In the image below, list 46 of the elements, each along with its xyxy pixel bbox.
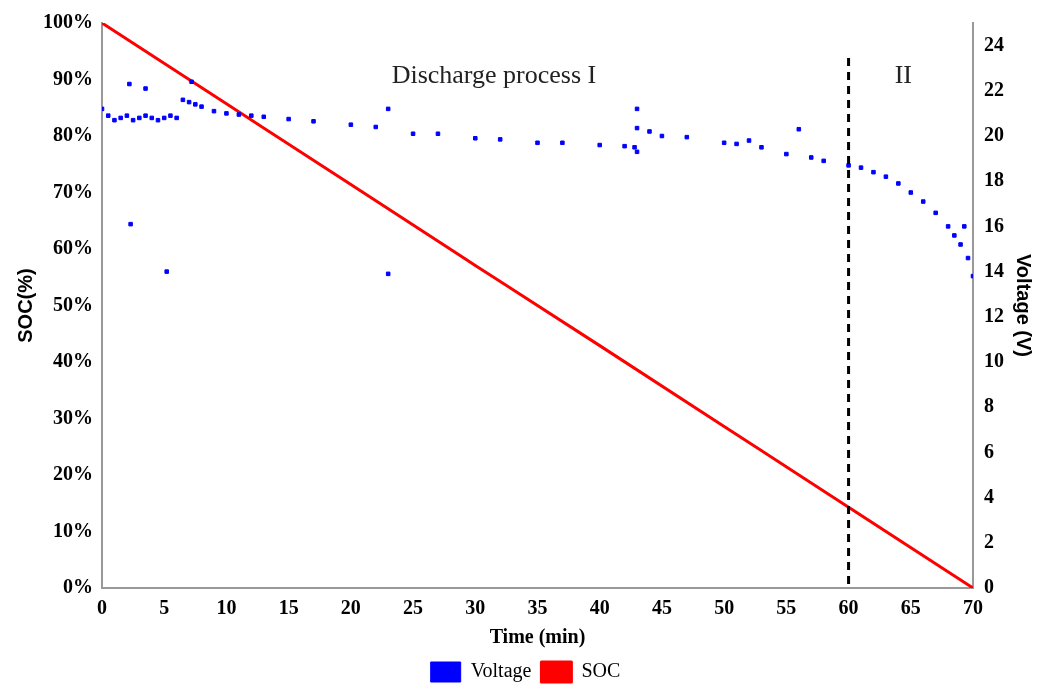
y-tick-label: 30% — [53, 405, 93, 428]
y2-tick-label: 6 — [984, 439, 994, 462]
y-tick-label: 90% — [53, 66, 93, 89]
x-tick-label: 0 — [97, 596, 107, 619]
y2-tick-label: 8 — [984, 394, 994, 417]
x-axis-title: Time (min) — [489, 625, 586, 649]
x-tick-label: 30 — [465, 596, 486, 619]
y2-tick-label: 10 — [984, 349, 1004, 372]
x-tick-label: 20 — [340, 596, 361, 619]
y-tick-label: 70% — [53, 179, 93, 202]
y2-tick-label: 18 — [984, 168, 1004, 191]
x-tick-label: 65 — [900, 596, 921, 619]
x-tick-label: 25 — [403, 596, 424, 619]
x-tick-label: 45 — [651, 596, 672, 619]
x-tick-label: 15 — [278, 596, 299, 619]
y2-tick-label: 22 — [984, 77, 1004, 100]
y2-tick-label: 24 — [984, 32, 1004, 55]
y2-tick-label: 14 — [984, 258, 1004, 281]
y2-tick-label: 12 — [984, 303, 1004, 326]
y2-tick-label: 4 — [984, 484, 994, 507]
y-axis-title: SOC(%) — [13, 268, 36, 343]
y2-axis-title: Voltage (V) — [1013, 254, 1036, 357]
x-tick-label: 40 — [589, 596, 610, 619]
x-tick-label: 70 — [963, 596, 983, 619]
annotation: II — [894, 59, 912, 89]
y-tick-label: 20% — [53, 462, 93, 485]
x-tick-label: 50 — [714, 596, 735, 619]
y-tick-label: 60% — [53, 236, 93, 259]
x-tick-label: 35 — [527, 596, 548, 619]
y2-tick-label: 2 — [984, 529, 994, 552]
x-tick-label: 5 — [159, 596, 170, 619]
y2-tick-label: 0 — [984, 575, 994, 598]
x-tick-label: 10 — [216, 596, 237, 619]
y-tick-label: 40% — [53, 349, 93, 372]
y2-tick-label: 20 — [984, 123, 1004, 146]
x-tick-label: 55 — [776, 596, 797, 619]
y2-tick-label: 16 — [984, 213, 1004, 236]
legend-label: SOC — [581, 659, 621, 682]
annotation: Discharge process I — [391, 59, 597, 89]
y-tick-label: 80% — [53, 123, 93, 146]
y-tick-label: 0% — [63, 575, 93, 598]
x-tick-label: 60 — [838, 596, 859, 619]
y-tick-label: 100% — [43, 10, 93, 33]
legend-label: Voltage — [470, 659, 532, 683]
y-tick-label: 50% — [53, 292, 93, 315]
y-tick-label: 10% — [53, 518, 93, 541]
